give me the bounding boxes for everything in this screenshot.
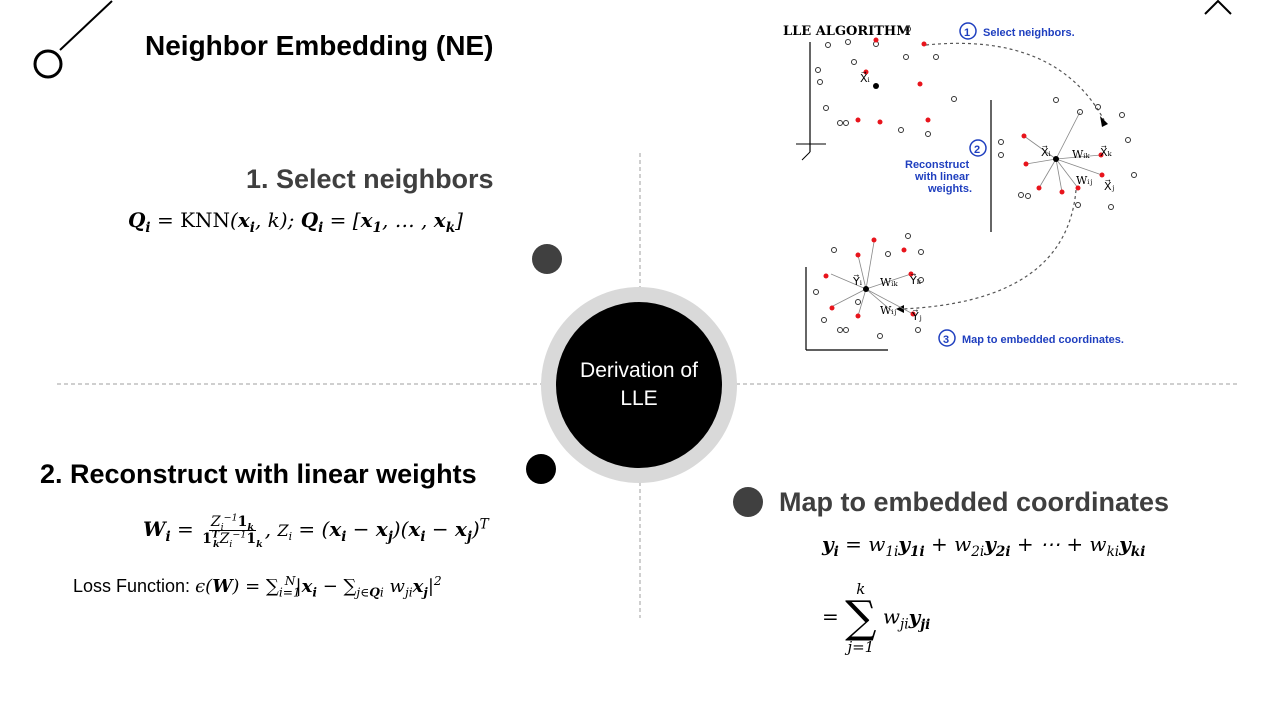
label-xj: X⃗ⱼ xyxy=(1104,179,1115,193)
close-icon[interactable] xyxy=(1200,0,1240,20)
loss-label: Loss Function: xyxy=(73,576,191,596)
step1-heading: 1. Select neighbors xyxy=(246,164,494,194)
label-wij: Wᵢⱼ xyxy=(1076,174,1093,187)
label-yj: Y⃗ⱼ xyxy=(911,309,922,323)
center-label: Derivation of LLE xyxy=(580,359,698,410)
lle-algorithm-figure: LLE ALGORITHM 1 Select neighbors. 2 Reco… xyxy=(783,22,1137,351)
figure-step2-label-1: Reconstruct xyxy=(905,159,970,171)
step2-marker-dot xyxy=(526,454,556,484)
label-yk: Y⃗ₖ xyxy=(909,273,922,287)
label-xi-top: X⃗ᵢ xyxy=(860,71,871,85)
label-wik: Wᵢₖ xyxy=(1072,148,1091,161)
step1-marker-dot xyxy=(532,244,562,274)
step3-marker-dot xyxy=(733,487,763,517)
figure-step3-label: Map to embedded coordinates. xyxy=(962,334,1124,346)
step1-formula: Qi = KNN(xi, k); Qi = [x1, … , xk] xyxy=(128,208,463,236)
step3-heading: Map to embedded coordinates xyxy=(779,487,1170,517)
step2-loss: Loss Function: ϵ(W) = ∑i=1N|xi − ∑j∈Qi w… xyxy=(73,574,442,600)
loss-formula: ϵ(W) = ∑i=1N|xi − ∑j∈Qi wjixj|2 xyxy=(195,574,442,600)
step3-formula-line1: yi = w1iy1i + w2iy2i + ⋯ + wkiyki xyxy=(822,532,1146,560)
step2-heading: 2. Reconstruct with linear weights xyxy=(40,459,477,489)
figure-num2: 2 xyxy=(974,144,980,156)
figure-step1-label: Select neighbors. xyxy=(983,27,1075,39)
figure-step2-label-3: weights. xyxy=(927,183,972,195)
label-xk: X⃗ₖ xyxy=(1100,145,1113,159)
figure-title: LLE ALGORITHM xyxy=(783,24,911,39)
corner-logo-icon xyxy=(33,0,113,79)
label-xi-mid: X⃗ᵢ xyxy=(1041,145,1052,159)
center-circle xyxy=(556,302,722,468)
label-wik2: Wᵢₖ xyxy=(880,276,899,289)
page-title: Neighbor Embedding (NE) xyxy=(145,30,494,61)
step1-number-icon xyxy=(959,22,977,40)
figure-num3: 3 xyxy=(943,334,949,346)
figure-num1: 1 xyxy=(964,27,970,39)
figure-step2-label-2: with linear xyxy=(914,171,970,183)
step3-formula-line2: = k ∑ j=1 wjiyji xyxy=(822,580,931,656)
step2-weights-formula: Wi = Zi−11k 1TkZi−11k, Zi = (xi − xj)(xi … xyxy=(143,512,489,550)
label-wij2: Wᵢⱼ xyxy=(880,304,897,317)
label-yi: Y⃗ᵢ xyxy=(852,274,863,288)
step2-number-icon xyxy=(969,139,987,157)
step3-number-icon xyxy=(938,329,956,347)
